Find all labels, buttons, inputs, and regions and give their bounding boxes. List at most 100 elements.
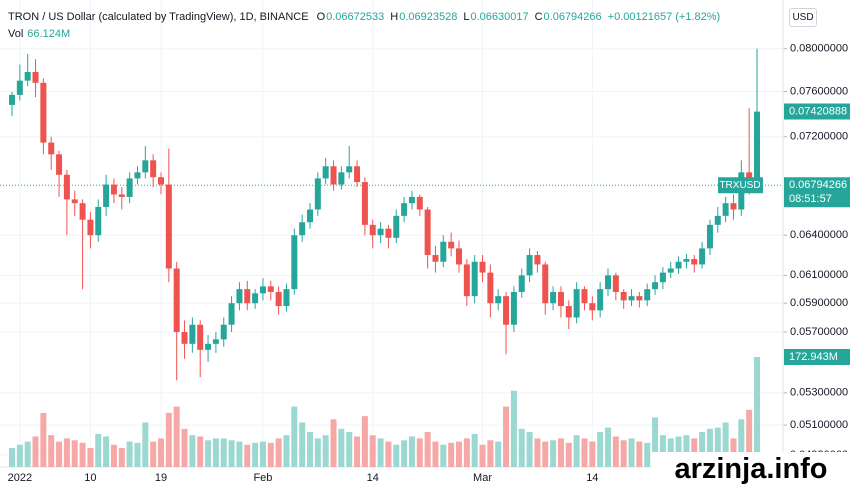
candle-body bbox=[597, 289, 604, 311]
candle-body bbox=[205, 343, 212, 350]
volume-bar bbox=[330, 419, 337, 467]
volume-bar bbox=[683, 435, 690, 467]
candle-body bbox=[628, 296, 635, 301]
volume-bar bbox=[456, 441, 462, 467]
volume-bar bbox=[503, 406, 510, 467]
x-tick-label: 19 bbox=[155, 472, 167, 484]
volume-bar bbox=[228, 440, 235, 467]
volume-bar bbox=[573, 435, 580, 467]
volume-bar bbox=[393, 444, 400, 467]
volume-bar bbox=[401, 440, 408, 467]
candle-body bbox=[103, 184, 110, 207]
volume-bar bbox=[291, 406, 298, 467]
candle-body bbox=[424, 209, 431, 256]
volume-bar bbox=[40, 412, 47, 467]
candle-body bbox=[291, 235, 298, 290]
volume-bar bbox=[220, 438, 227, 467]
volume-bar bbox=[550, 440, 557, 467]
ohlc-value: 0.06672533 bbox=[326, 11, 385, 23]
volume-bar bbox=[385, 441, 392, 467]
volume-bar bbox=[87, 447, 94, 467]
volume-bar bbox=[158, 438, 164, 467]
candle-body bbox=[479, 261, 486, 273]
candle-body bbox=[252, 293, 259, 304]
volume-bar bbox=[714, 427, 721, 467]
volume-bar bbox=[424, 432, 431, 467]
volume-bar bbox=[259, 441, 266, 467]
candle-body bbox=[361, 182, 368, 225]
candle-body bbox=[32, 72, 39, 83]
volume-bar bbox=[675, 436, 682, 467]
volume-bar bbox=[134, 442, 141, 467]
ohlc-key: O bbox=[316, 11, 326, 23]
volume-bar bbox=[526, 432, 533, 467]
volume-bar bbox=[746, 409, 753, 467]
candle-body bbox=[644, 289, 651, 301]
candle-body bbox=[354, 166, 361, 183]
candle-body bbox=[165, 184, 172, 269]
volume-bar bbox=[612, 436, 619, 467]
volume-bar bbox=[181, 428, 188, 467]
candle-body bbox=[283, 289, 290, 307]
candle-body bbox=[95, 206, 102, 236]
volume-bar bbox=[95, 433, 102, 467]
candle-body bbox=[385, 228, 392, 238]
candle-body bbox=[699, 248, 706, 265]
x-tick-label: Mar bbox=[473, 472, 492, 484]
volume-bar bbox=[369, 435, 376, 467]
volume-bar bbox=[338, 428, 345, 467]
volume-bar bbox=[706, 428, 713, 467]
candle-body bbox=[495, 296, 502, 304]
volume-bar bbox=[542, 441, 549, 467]
x-tick-label: 10 bbox=[84, 472, 96, 484]
y-tick-label: 0.05100000 bbox=[790, 419, 848, 431]
candle-body bbox=[683, 259, 690, 262]
candle-body bbox=[346, 166, 353, 173]
candle-body bbox=[79, 203, 86, 220]
x-tick-label: 2022 bbox=[8, 472, 32, 484]
candle-body bbox=[24, 72, 31, 81]
price-line-label: 0.06794266 bbox=[789, 179, 847, 191]
candle-body bbox=[110, 184, 117, 195]
candle-body bbox=[118, 194, 125, 197]
candle-body bbox=[510, 291, 517, 325]
candle-body bbox=[730, 203, 737, 210]
volume-bar bbox=[63, 438, 70, 467]
candle-body bbox=[714, 215, 721, 225]
candle-body bbox=[150, 160, 157, 178]
y-tick-label: 0.06100000 bbox=[790, 269, 848, 281]
candle-body bbox=[267, 286, 274, 292]
candle-body bbox=[40, 82, 47, 143]
candle-body bbox=[518, 275, 525, 292]
candle-body bbox=[16, 80, 23, 95]
candle-body bbox=[557, 291, 564, 307]
vol-key: Vol bbox=[8, 28, 24, 40]
ohlc-key: H bbox=[390, 11, 399, 23]
change: +0.00121657 (+1.82%) bbox=[607, 11, 721, 23]
volume-bar bbox=[557, 438, 564, 467]
x-tick-label: 14 bbox=[367, 472, 379, 484]
symbol-tag-box bbox=[718, 177, 763, 194]
currency-button[interactable]: USD bbox=[789, 8, 817, 27]
candle-body bbox=[142, 160, 149, 173]
candle-body bbox=[440, 241, 447, 262]
candle-body bbox=[463, 264, 470, 297]
volume-bar bbox=[510, 390, 517, 467]
candle-body bbox=[652, 282, 659, 290]
candle-body bbox=[307, 209, 313, 223]
candle-body bbox=[197, 324, 204, 350]
volume-bar bbox=[722, 422, 729, 467]
volume-label-box bbox=[784, 349, 850, 365]
legend-header: TRON / US Dollar (calculated by TradingV… bbox=[8, 9, 726, 43]
y-tick-label: 0.05300000 bbox=[790, 387, 848, 399]
y-tick-label: 0.07200000 bbox=[790, 131, 848, 143]
candle-body bbox=[338, 172, 345, 185]
ohlc-key: C bbox=[534, 11, 543, 23]
candle-body bbox=[636, 296, 643, 301]
candle-body bbox=[259, 286, 266, 294]
candle-body bbox=[299, 222, 306, 236]
candle-body bbox=[456, 248, 462, 265]
volume-bar bbox=[738, 419, 745, 467]
volume-bar bbox=[479, 444, 486, 467]
